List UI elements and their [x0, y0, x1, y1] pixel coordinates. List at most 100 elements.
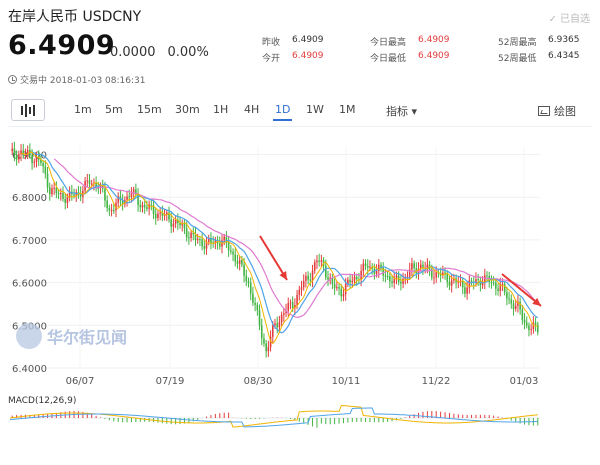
candle-body: [143, 205, 146, 208]
candle-body: [245, 275, 248, 281]
candle-body: [294, 305, 296, 309]
candle-body: [320, 260, 323, 262]
candle-body: [344, 283, 347, 295]
x-tick-label: 10/11: [332, 376, 361, 387]
candle-body: [24, 152, 27, 154]
tf-30m[interactable]: 30m: [175, 103, 200, 116]
candle-body: [532, 322, 535, 330]
tf-5m[interactable]: 5m: [105, 103, 123, 116]
candle-body: [525, 322, 528, 326]
y-tick-label: 6.4000: [12, 364, 47, 375]
candle-body: [369, 266, 371, 268]
candle-body: [384, 275, 387, 277]
open-value: 6.4909: [292, 51, 324, 61]
candle-body: [161, 212, 164, 216]
tf-1mo[interactable]: 1M: [339, 103, 356, 116]
day-low-value: 6.4909: [418, 51, 450, 61]
candle-body: [377, 264, 380, 271]
candle-body: [389, 276, 391, 282]
candle-body: [230, 250, 232, 252]
candle-body: [256, 304, 259, 311]
candle-body: [170, 219, 173, 227]
candle-body: [486, 275, 488, 277]
draw-button[interactable]: 绘图: [538, 103, 576, 119]
tf-1w[interactable]: 1W: [306, 103, 324, 116]
candle-body: [68, 191, 71, 197]
candle-body: [152, 205, 155, 215]
candle-body: [413, 263, 415, 269]
candle-body: [254, 302, 256, 305]
caret-down-icon: ▾: [411, 105, 418, 118]
ma-line-blue: [31, 151, 539, 334]
candle-body: [205, 241, 208, 249]
price-chart[interactable]: 6.90006.80006.70006.60006.50006.400006/0…: [0, 128, 600, 465]
candle-body: [362, 263, 365, 271]
candle-body: [51, 188, 53, 195]
candle-body: [196, 239, 199, 241]
candle-body: [269, 336, 272, 348]
candle-body: [375, 270, 378, 274]
candle-body: [46, 173, 49, 188]
candle-body: [188, 237, 190, 239]
candle-body: [386, 276, 389, 278]
candle-body: [190, 232, 192, 238]
draw-icon: [538, 106, 550, 116]
candle-body: [62, 193, 64, 199]
candle-body: [185, 228, 188, 238]
candle-body: [347, 279, 349, 284]
candle-body: [283, 313, 285, 315]
candle-body: [408, 269, 411, 277]
candle-body: [99, 185, 102, 188]
candle-body: [192, 232, 195, 235]
chart-type-button[interactable]: [11, 99, 45, 121]
macd-dea-line: [9, 407, 538, 428]
candle-body: [302, 280, 305, 288]
candle-body: [287, 303, 290, 311]
candle-body: [534, 322, 537, 325]
candle-body: [88, 180, 91, 184]
watermark-logo: 华尔街见闻: [16, 323, 127, 349]
tf-1m[interactable]: 1m: [74, 103, 92, 116]
candle-body: [177, 219, 179, 224]
candle-body: [406, 276, 409, 278]
candle-body: [212, 242, 214, 244]
candle-body: [468, 280, 471, 288]
tf-15m[interactable]: 15m: [137, 103, 162, 116]
candle-body: [503, 283, 506, 293]
candle-body: [79, 193, 82, 197]
tf-1h[interactable]: 1H: [213, 103, 229, 116]
candle-body: [141, 205, 144, 208]
candle-body: [426, 264, 429, 269]
candle-body: [234, 254, 237, 262]
add-watchlist-button[interactable]: ✓ 已自选: [548, 14, 590, 25]
candle-body: [446, 273, 449, 283]
candle-body: [232, 251, 234, 255]
candle-body: [523, 319, 526, 323]
candle-body: [146, 207, 148, 209]
candle-body: [214, 240, 217, 244]
candle-body: [475, 279, 477, 283]
tf-4h[interactable]: 4H: [244, 103, 260, 116]
candle-body: [20, 150, 22, 155]
candle-body: [132, 189, 135, 193]
tf-1d[interactable]: 1D: [272, 103, 294, 121]
candle-body: [267, 347, 270, 352]
candle-body: [508, 298, 510, 300]
macd-label: MACD(12,26,9): [8, 396, 77, 406]
ma-line-pink: [53, 158, 539, 319]
annotation-arrow-2-shaft: [501, 273, 542, 307]
candle-body: [18, 154, 20, 160]
candle-body: [336, 287, 338, 289]
candle-body: [203, 246, 206, 249]
candle-body: [207, 238, 210, 242]
candle-body: [422, 264, 424, 269]
candle-body: [530, 329, 532, 331]
candle-body: [309, 279, 312, 281]
candle-body: [241, 260, 243, 265]
candle-body: [517, 301, 519, 306]
candle-body: [274, 323, 276, 326]
candle-body: [31, 155, 33, 164]
day-high-value: 6.4909: [418, 35, 450, 45]
indicators-dropdown[interactable]: 指标 ▾: [386, 105, 418, 118]
candle-body: [238, 260, 241, 264]
